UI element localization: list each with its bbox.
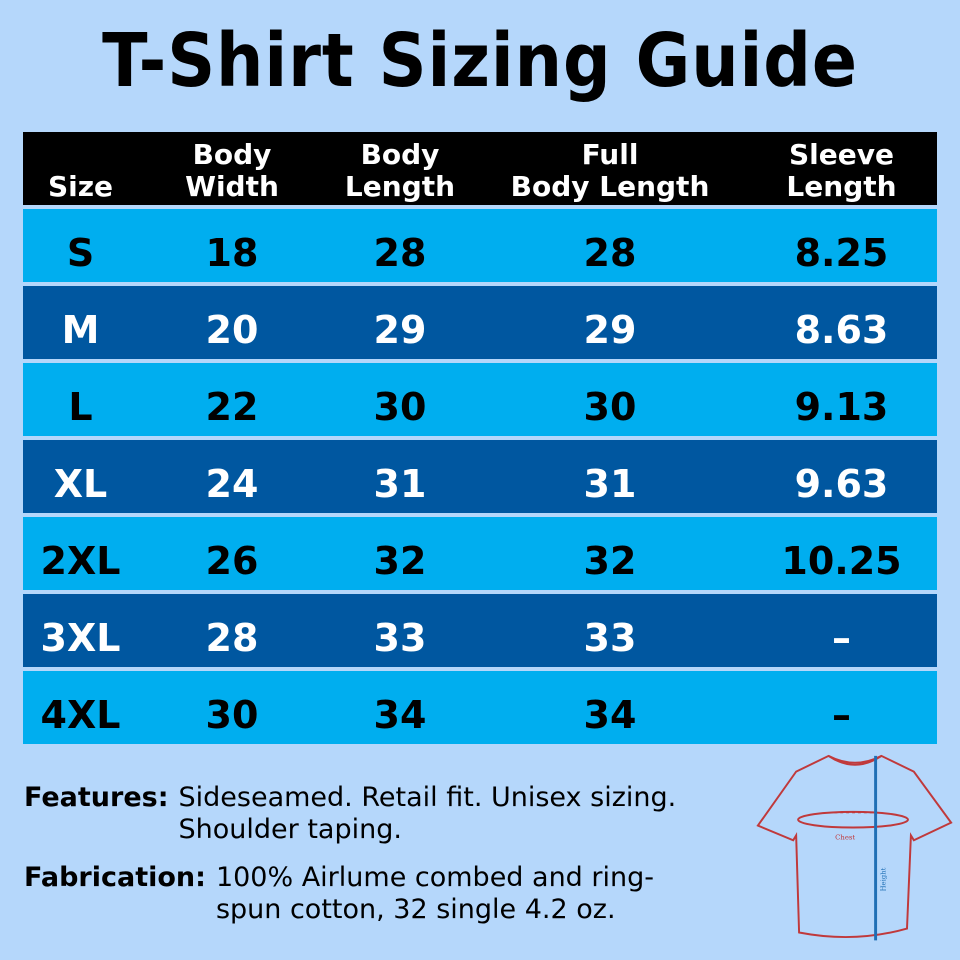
header-size: Size: [47, 170, 114, 203]
table-cell: 30: [583, 384, 637, 429]
table-row: L 22 30 30 9.13: [23, 363, 937, 436]
table-cell: 33: [373, 615, 427, 660]
features-label: Features:: [24, 782, 169, 813]
table-cell: 28: [583, 230, 637, 275]
table-cell: XL: [53, 461, 108, 506]
header-full-body-length: Full Body Length: [510, 138, 710, 203]
table-cell: 3XL: [40, 615, 121, 660]
table-cell: 9.13: [794, 384, 889, 429]
fabrication-label: Fabrication:: [24, 862, 206, 893]
table-cell: –: [832, 615, 851, 660]
table-cell: –: [832, 692, 851, 737]
table-cell: 30: [373, 384, 427, 429]
table-cell: 24: [205, 461, 259, 506]
table-cell: 31: [373, 461, 427, 506]
chest-label: Chest: [835, 833, 855, 841]
table-cell: 28: [373, 230, 427, 275]
table-cell: 26: [205, 538, 259, 583]
height-label: Height: [879, 867, 887, 891]
features-text: Sideseamed. Retail fit. Unisex sizing. S…: [178, 782, 677, 845]
table-cell: 10.25: [781, 538, 902, 583]
table-cell: 2XL: [40, 538, 121, 583]
table-cell: 32: [373, 538, 427, 583]
table-cell: M: [61, 307, 100, 352]
table-cell: 8.25: [794, 230, 889, 275]
table-cell: 34: [583, 692, 637, 737]
tshirt-outline: [756, 754, 953, 939]
table-cell: 29: [583, 307, 637, 352]
table-cell: 8.63: [794, 307, 889, 352]
table-row: M 20 29 29 8.63: [23, 286, 937, 359]
tshirt-measurement-diagram: Chest Height: [756, 754, 953, 941]
table-cell: 4XL: [40, 692, 121, 737]
table-cell: 31: [583, 461, 637, 506]
table-cell: 33: [583, 615, 637, 660]
table-row: XL 24 31 31 9.63: [23, 440, 937, 513]
table-row: S 18 28 28 8.25: [23, 209, 937, 282]
fabrication-note: Fabrication: 100% Airlume combed and rin…: [24, 862, 739, 926]
table-cell: 18: [205, 230, 259, 275]
table-cell: 30: [205, 692, 259, 737]
table-row: 3XL 28 33 33 –: [23, 594, 937, 667]
page-title: T-Shirt Sizing Guide: [102, 18, 858, 104]
header-body-width: Body Width: [185, 138, 279, 203]
header-body-length: Body Length: [344, 138, 456, 203]
table-cell: 29: [373, 307, 427, 352]
table-cell: L: [68, 384, 93, 429]
table-cell: 34: [373, 692, 427, 737]
features-note: Features: Sideseamed. Retail fit. Unisex…: [24, 782, 739, 846]
table-row: 2XL 26 32 32 10.25: [23, 517, 937, 590]
notes: Features: Sideseamed. Retail fit. Unisex…: [24, 782, 739, 942]
table-cell: 28: [205, 615, 259, 660]
table-cell: S: [66, 230, 95, 275]
table-cell: 20: [205, 307, 259, 352]
table-cell: 22: [205, 384, 259, 429]
header-sleeve-length: Sleeve Length: [786, 138, 897, 203]
table-row: 4XL 30 34 34 –: [23, 671, 937, 744]
table-header: Size Body Width Body Length Full Body Lengt…: [23, 132, 937, 205]
size-table: Size Body Width Body Length Full Body Lengt…: [23, 132, 937, 748]
table-cell: 9.63: [794, 461, 889, 506]
table-cell: 32: [583, 538, 637, 583]
fabrication-text: 100% Airlume combed and ring-spun cotton…: [215, 862, 655, 925]
